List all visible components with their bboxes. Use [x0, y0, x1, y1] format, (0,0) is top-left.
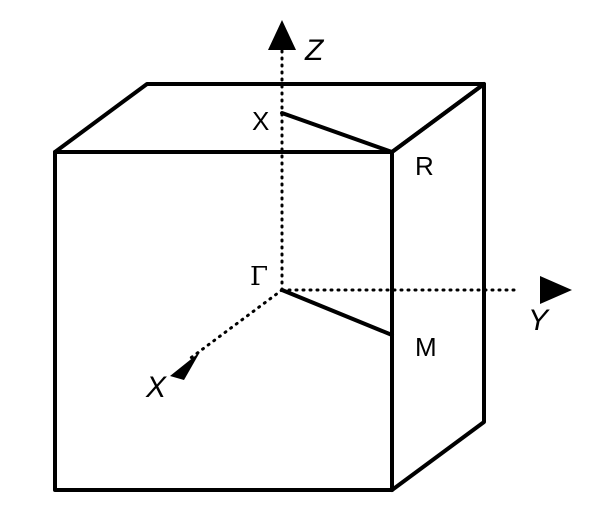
- cube-front-face: [53, 150, 394, 492]
- z-axis-arrowhead: [268, 20, 296, 50]
- cube: [53, 82, 486, 492]
- m-point-label: M: [415, 332, 437, 362]
- gamma-to-m-line: [280, 288, 394, 337]
- y-axis-arrowhead: [540, 276, 572, 304]
- x-axis-line: [186, 288, 284, 362]
- x-axis-label: X: [145, 371, 167, 404]
- axes: [170, 20, 572, 380]
- x-to-r-line: [280, 111, 394, 154]
- y-axis-label: Y: [528, 304, 550, 337]
- x-axis-arrowhead: [170, 352, 200, 380]
- cube-right-face: [390, 82, 486, 492]
- z-axis-label: Z: [304, 34, 325, 67]
- symmetry-paths: [280, 111, 394, 337]
- cube-top-face: [53, 82, 486, 154]
- gamma-point-label: Γ: [250, 262, 268, 292]
- r-point-label: R: [415, 151, 434, 181]
- labels: Z Y X Γ X R M: [145, 34, 550, 404]
- x-point-label: X: [252, 106, 269, 136]
